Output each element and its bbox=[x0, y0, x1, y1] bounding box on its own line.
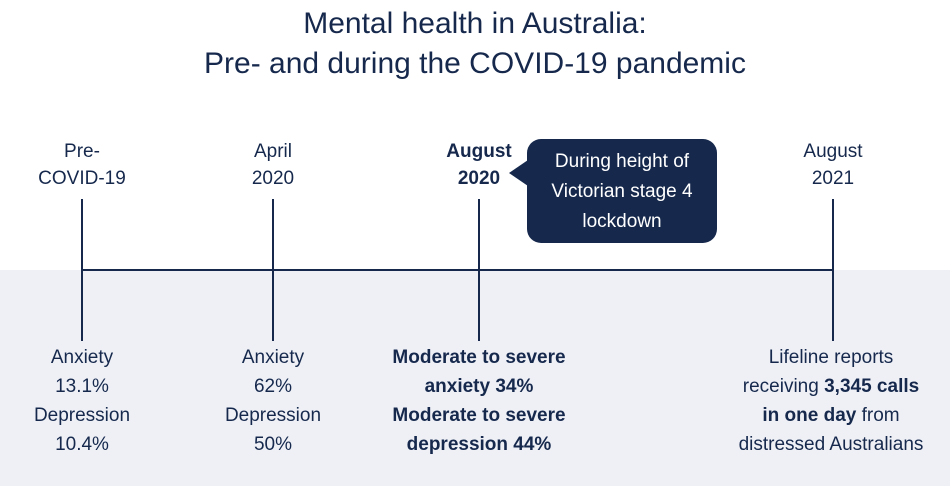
callout-line: During height of bbox=[554, 151, 690, 172]
stats-april-2020: Anxiety 62% Depression 50% bbox=[203, 343, 343, 459]
label-line: 2021 bbox=[811, 168, 855, 189]
stat-text: receiving bbox=[742, 376, 825, 397]
stats-pre-covid: Anxiety 13.1% Depression 10.4% bbox=[12, 343, 152, 459]
stat-line: Moderate to severe bbox=[392, 405, 566, 426]
stat-line: depression 44% bbox=[406, 434, 552, 455]
callout-line: lockdown bbox=[582, 211, 662, 232]
stat-highlight: in one day bbox=[762, 405, 857, 426]
label-line: Pre- bbox=[64, 141, 100, 162]
label-line: April bbox=[253, 141, 292, 162]
timeline-axis bbox=[82, 269, 834, 271]
timeline-label-august-2021: August 2021 bbox=[753, 138, 913, 192]
label-line: 2020 bbox=[457, 168, 501, 189]
page-title: Mental health in Australia: Pre- and dur… bbox=[0, 4, 950, 84]
stat-line: Depression bbox=[224, 405, 322, 426]
stat-line: receiving 3,345 calls bbox=[713, 372, 949, 401]
title-line-2: Pre- and during the COVID-19 pandemic bbox=[204, 47, 746, 80]
stats-august-2021: Lifeline reports receiving 3,345 calls i… bbox=[713, 343, 949, 459]
stat-highlight: 3,345 calls bbox=[824, 376, 920, 397]
stat-line: 13.1% bbox=[55, 376, 109, 397]
callout-pointer bbox=[509, 160, 528, 186]
timeline-label-pre-covid: Pre- COVID-19 bbox=[2, 138, 162, 192]
timeline-tick-april-2020 bbox=[272, 199, 274, 341]
stat-line: Moderate to severe bbox=[392, 347, 566, 368]
callout-line: Victorian stage 4 bbox=[551, 181, 693, 202]
timeline-tick-pre-covid bbox=[81, 199, 83, 341]
lockdown-callout: During height of Victorian stage 4 lockd… bbox=[527, 139, 717, 243]
stat-line: Depression bbox=[33, 405, 131, 426]
timeline-label-august-2020: August 2020 bbox=[399, 138, 559, 192]
label-line: COVID-19 bbox=[38, 168, 126, 189]
timeline-label-april-2020: April 2020 bbox=[193, 138, 353, 192]
stat-line: 62% bbox=[253, 376, 293, 397]
stat-line: in one day from bbox=[713, 401, 949, 430]
label-line: 2020 bbox=[251, 168, 295, 189]
stats-august-2020: Moderate to severe anxiety 34% Moderate … bbox=[369, 343, 589, 459]
stat-line: 10.4% bbox=[55, 434, 109, 455]
timeline-tick-august-2020 bbox=[478, 199, 480, 341]
label-line: August bbox=[446, 141, 512, 162]
stat-line: Anxiety bbox=[241, 347, 305, 368]
stat-line: Anxiety bbox=[50, 347, 114, 368]
stat-line: anxiety 34% bbox=[424, 376, 534, 397]
title-line-1: Mental health in Australia: bbox=[303, 7, 647, 40]
label-line: August bbox=[803, 141, 863, 162]
stat-text: from bbox=[856, 405, 900, 426]
lower-background-band bbox=[0, 270, 950, 486]
stat-line: distressed Australians bbox=[738, 434, 924, 455]
timeline-tick-august-2021 bbox=[832, 199, 834, 341]
stat-line: Lifeline reports bbox=[768, 347, 894, 368]
stat-line: 50% bbox=[253, 434, 293, 455]
